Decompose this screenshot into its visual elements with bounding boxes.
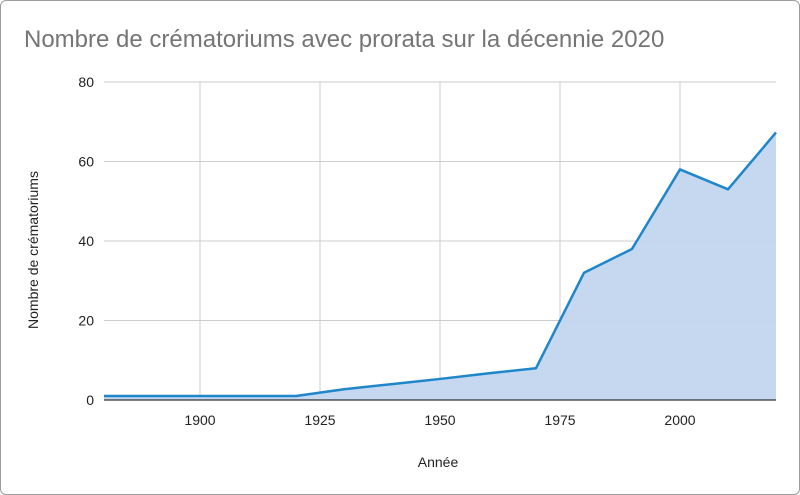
y-tick-label: 80 (78, 74, 94, 90)
x-tick-label: 1900 (184, 412, 215, 428)
grid-lines (104, 81, 776, 400)
y-axis-label: Nombre de crématoriums (25, 171, 41, 329)
y-tick-label: 40 (78, 233, 94, 249)
chart-title: Nombre de crématoriums avec prorata sur … (24, 26, 665, 53)
y-tick-labels: 0 20 40 60 80 (78, 74, 94, 408)
series-line (104, 131, 777, 398)
x-tick-label: 1925 (304, 412, 335, 428)
series-area-fill (104, 132, 776, 401)
x-tick-label: 2000 (664, 412, 695, 428)
y-tick-label: 0 (86, 392, 94, 408)
x-tick-label: 1975 (544, 412, 575, 428)
x-axis-label: Année (418, 454, 459, 470)
x-tick-label: 1950 (424, 412, 455, 428)
y-tick-label: 20 (78, 313, 94, 329)
x-tick-labels: 1900 1925 1950 1975 2000 (184, 412, 695, 428)
y-tick-label: 60 (78, 154, 94, 170)
